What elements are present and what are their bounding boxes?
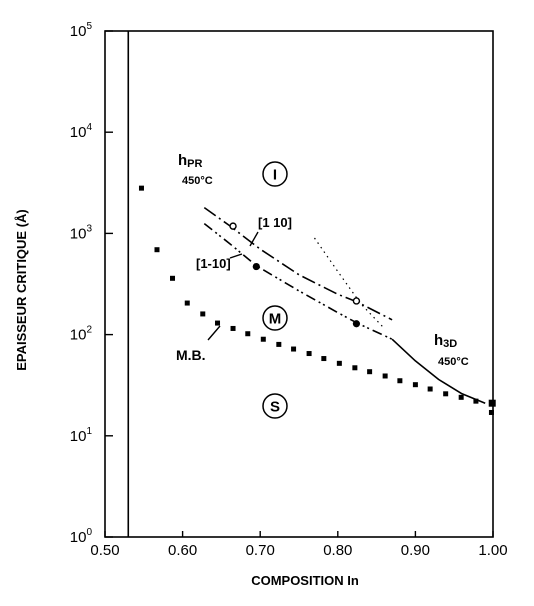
plot-frame bbox=[104, 30, 494, 538]
label-1-10-lower: [1-10] bbox=[196, 256, 231, 271]
filled-square-point bbox=[488, 399, 496, 407]
x-tick-label: 0.60 bbox=[168, 542, 197, 559]
y-axis-label: EPAISSEUR CRITIQUE (Å) bbox=[14, 209, 29, 371]
curve-dotted bbox=[314, 237, 385, 329]
mb-data-point bbox=[306, 351, 312, 357]
leader-1-10-upper bbox=[249, 231, 259, 247]
mb-data-point bbox=[230, 325, 236, 331]
y-tick-label: 105 bbox=[70, 21, 93, 40]
mb-data-point bbox=[154, 247, 160, 253]
x-tick-label: 0.70 bbox=[246, 542, 275, 559]
open-circle-point bbox=[352, 297, 361, 305]
label-1-10-upper: [1 10] bbox=[258, 215, 292, 230]
mb-data-point bbox=[215, 320, 221, 326]
x-tick-label: 0.50 bbox=[90, 542, 119, 559]
region-S-circle bbox=[262, 393, 288, 419]
mb-data-point bbox=[260, 336, 266, 342]
mb-data-point bbox=[184, 300, 190, 306]
mb-data-point bbox=[138, 185, 144, 191]
h3d-label: h3D bbox=[434, 332, 457, 350]
mb-label: M.B. bbox=[176, 347, 206, 363]
y-tick-label: 102 bbox=[70, 325, 93, 344]
x-tick-label: 0.90 bbox=[401, 542, 430, 559]
mb-data-point bbox=[245, 331, 251, 337]
x-axis-label: COMPOSITION In bbox=[251, 573, 359, 588]
x-tick-label: 1.00 bbox=[478, 542, 507, 559]
mb-data-point bbox=[352, 365, 358, 371]
hpr-label: hPR bbox=[178, 152, 203, 170]
mb-data-point bbox=[412, 382, 418, 388]
mb-data-point bbox=[443, 391, 449, 397]
h3d-temp-label: 450°C bbox=[438, 356, 469, 368]
curve-solid bbox=[391, 338, 486, 404]
mb-data-point bbox=[336, 360, 342, 366]
leader-1-10-lower bbox=[229, 253, 243, 259]
mb-data-point bbox=[458, 394, 464, 400]
mb-data-point bbox=[382, 373, 388, 379]
mb-data-point bbox=[397, 378, 403, 384]
filled-circle-point bbox=[352, 320, 361, 328]
mb-data-point bbox=[473, 398, 479, 404]
series-group bbox=[138, 185, 494, 415]
y-tick-label: 103 bbox=[70, 223, 93, 242]
region-I-label: I bbox=[273, 167, 277, 184]
mb-data-point bbox=[200, 311, 206, 317]
axis-ticks: 0.50 0.60 0.70 0.80 0.90 1.00 100 101 102 103 104 1… bbox=[70, 21, 508, 559]
mb-data-point bbox=[427, 386, 433, 392]
mb-data-point bbox=[488, 409, 494, 415]
mb-data-point bbox=[321, 356, 327, 362]
region-I-circle bbox=[262, 161, 288, 187]
x-tick-label: 0.80 bbox=[323, 542, 352, 559]
y-tick-label: 100 bbox=[70, 527, 93, 546]
filled-circle-point bbox=[252, 262, 260, 271]
marker-group bbox=[229, 222, 496, 407]
mb-data-point bbox=[367, 369, 373, 375]
hpr-temp-label: 450°C bbox=[182, 175, 213, 187]
curve-dash-dot-dot bbox=[203, 222, 393, 340]
mb-data-point bbox=[291, 346, 297, 352]
region-S-label: S bbox=[270, 399, 280, 416]
mb-data-point bbox=[170, 275, 176, 281]
y-tick-label: 104 bbox=[70, 122, 93, 141]
y-tick-label: 101 bbox=[70, 426, 93, 445]
open-circle-point bbox=[229, 222, 237, 230]
region-M-circle bbox=[262, 305, 288, 331]
mb-data-point bbox=[276, 341, 282, 347]
mb-leader bbox=[207, 325, 221, 341]
region-M-label: M bbox=[269, 311, 282, 328]
